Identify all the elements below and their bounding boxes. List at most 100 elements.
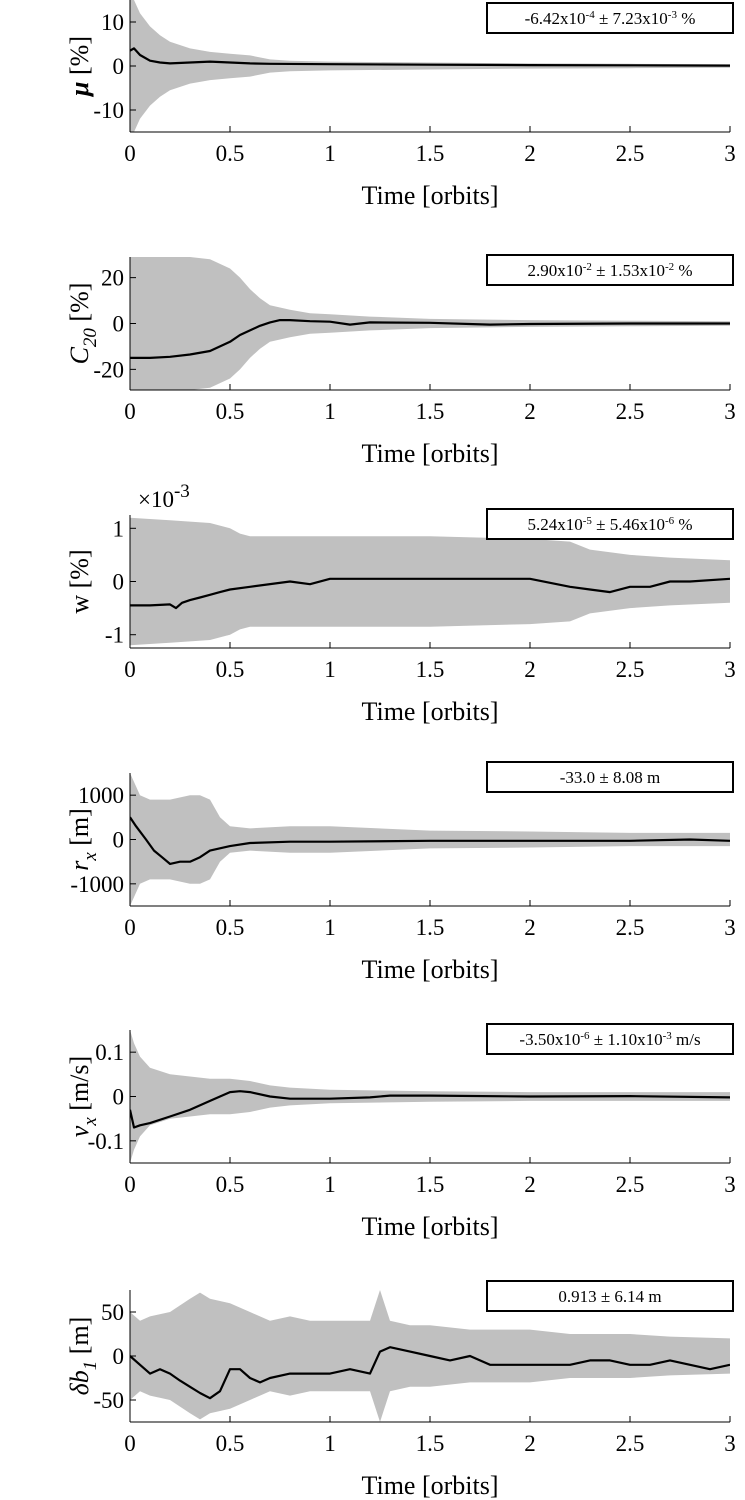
estimate-line bbox=[130, 1090, 730, 1129]
x-tick-label: 2.5 bbox=[616, 915, 645, 940]
y-tick-label: -50 bbox=[93, 1388, 124, 1413]
x-axis-title: Time [orbits] bbox=[362, 181, 499, 210]
estimate-text: -33.0 ± 8.08 m bbox=[560, 768, 661, 787]
x-tick-label: 1 bbox=[324, 915, 336, 940]
estimate-line bbox=[130, 319, 730, 359]
x-tick-label: 2 bbox=[524, 141, 536, 166]
estimate-text: 0.913 ± 6.14 m bbox=[558, 1287, 661, 1306]
x-tick-label: 0.5 bbox=[216, 141, 245, 166]
estimate-box bbox=[486, 2, 734, 34]
x-tick-label: 1 bbox=[324, 141, 336, 166]
estimate-text: 5.24x10-5 ± 5.46x10-6 % bbox=[527, 515, 692, 534]
y-axis-title: C20 [%] bbox=[65, 283, 101, 365]
y-tick-label: 20 bbox=[101, 266, 124, 291]
y-tick-label: 0 bbox=[113, 54, 125, 79]
x-tick-label: 0.5 bbox=[216, 399, 245, 424]
x-tick-label: 1.5 bbox=[416, 1431, 445, 1456]
x-tick-label: 0 bbox=[124, 399, 136, 424]
y-tick-label: -1 bbox=[105, 623, 124, 648]
x-tick-label: 2 bbox=[524, 657, 536, 682]
y-tick-label: 10 bbox=[101, 10, 124, 35]
y-axis-title: w [%] bbox=[65, 549, 94, 613]
x-axis-title: Time [orbits] bbox=[362, 1212, 499, 1241]
y-tick-label: 50 bbox=[101, 1300, 124, 1325]
x-tick-label: 2.5 bbox=[616, 141, 645, 166]
x-tick-label: 3 bbox=[724, 1172, 736, 1197]
x-tick-label: 2.5 bbox=[616, 399, 645, 424]
x-tick-label: 1.5 bbox=[416, 399, 445, 424]
x-tick-label: 0.5 bbox=[216, 1172, 245, 1197]
y-tick-label: 0.1 bbox=[95, 1040, 124, 1065]
x-axis-title: Time [orbits] bbox=[362, 439, 499, 468]
x-tick-label: 1.5 bbox=[416, 915, 445, 940]
estimate-box bbox=[486, 761, 734, 793]
x-tick-label: 1.5 bbox=[416, 141, 445, 166]
x-tick-label: 0 bbox=[124, 141, 136, 166]
x-tick-label: 2 bbox=[524, 1172, 536, 1197]
x-tick-label: 2.5 bbox=[616, 657, 645, 682]
y-tick-label: 1000 bbox=[78, 783, 124, 808]
x-tick-label: 3 bbox=[724, 657, 736, 682]
x-axis-title: Time [orbits] bbox=[362, 697, 499, 726]
x-tick-label: 0.5 bbox=[216, 657, 245, 682]
estimate-text: -6.42x10-4 ± 7.23x10-3 % bbox=[525, 9, 696, 28]
y-tick-label: -0.1 bbox=[88, 1129, 124, 1154]
uncertainty-band bbox=[130, 773, 730, 906]
x-tick-label: 0 bbox=[124, 1172, 136, 1197]
estimate-line bbox=[130, 47, 730, 67]
x-tick-label: 3 bbox=[724, 399, 736, 424]
x-tick-label: 3 bbox=[724, 141, 736, 166]
estimate-line bbox=[130, 1346, 730, 1400]
uncertainty-band bbox=[130, 0, 730, 132]
estimate-line bbox=[130, 577, 730, 610]
y-tick-label: 0 bbox=[113, 570, 125, 595]
x-tick-label: 0 bbox=[124, 915, 136, 940]
x-tick-label: 3 bbox=[724, 915, 736, 940]
y-tick-label: 0 bbox=[113, 312, 125, 337]
x-tick-label: 2.5 bbox=[616, 1172, 645, 1197]
y-tick-label: 0 bbox=[113, 1085, 125, 1110]
x-axis-title: Time [orbits] bbox=[362, 955, 499, 984]
x-tick-label: 3 bbox=[724, 1431, 736, 1456]
y-tick-label: 1 bbox=[113, 516, 125, 541]
y-axis-title: μ [%] bbox=[65, 36, 94, 98]
x-tick-label: 0 bbox=[124, 657, 136, 682]
x-tick-label: 1.5 bbox=[416, 1172, 445, 1197]
x-tick-label: 1 bbox=[324, 1172, 336, 1197]
y-axis-title: δb1 [m] bbox=[65, 1317, 101, 1396]
x-tick-label: 1 bbox=[324, 657, 336, 682]
x-tick-label: 0.5 bbox=[216, 1431, 245, 1456]
x-tick-label: 1 bbox=[324, 1431, 336, 1456]
axis-multiplier: ×10-3 bbox=[138, 481, 190, 512]
y-tick-label: 0 bbox=[113, 1344, 125, 1369]
estimate-box bbox=[486, 508, 734, 540]
y-axis-title: rx [m] bbox=[65, 808, 101, 871]
x-tick-label: 2 bbox=[524, 399, 536, 424]
estimate-text: 2.90x10-2 ± 1.53x10-2 % bbox=[527, 261, 692, 280]
y-tick-label: 0 bbox=[113, 828, 125, 853]
x-axis-title: Time [orbits] bbox=[362, 1471, 499, 1500]
x-tick-label: 2 bbox=[524, 915, 536, 940]
estimate-text: -3.50x10-6 ± 1.10x10-3 m/s bbox=[519, 1030, 700, 1049]
y-axis-title: vx [m/s] bbox=[65, 1056, 101, 1137]
uncertainty-band bbox=[130, 517, 730, 646]
estimate-line bbox=[130, 816, 730, 865]
x-tick-label: 1 bbox=[324, 399, 336, 424]
x-tick-label: 0.5 bbox=[216, 915, 245, 940]
estimate-box bbox=[486, 1023, 734, 1055]
y-tick-label: -10 bbox=[93, 98, 124, 123]
estimate-box bbox=[486, 254, 734, 286]
x-tick-label: 2.5 bbox=[616, 1431, 645, 1456]
estimate-box bbox=[486, 1280, 734, 1312]
x-tick-label: 2 bbox=[524, 1431, 536, 1456]
y-tick-label: -1000 bbox=[70, 872, 124, 897]
x-tick-label: 1.5 bbox=[416, 657, 445, 682]
x-tick-label: 0 bbox=[124, 1431, 136, 1456]
y-tick-label: -20 bbox=[93, 357, 124, 382]
